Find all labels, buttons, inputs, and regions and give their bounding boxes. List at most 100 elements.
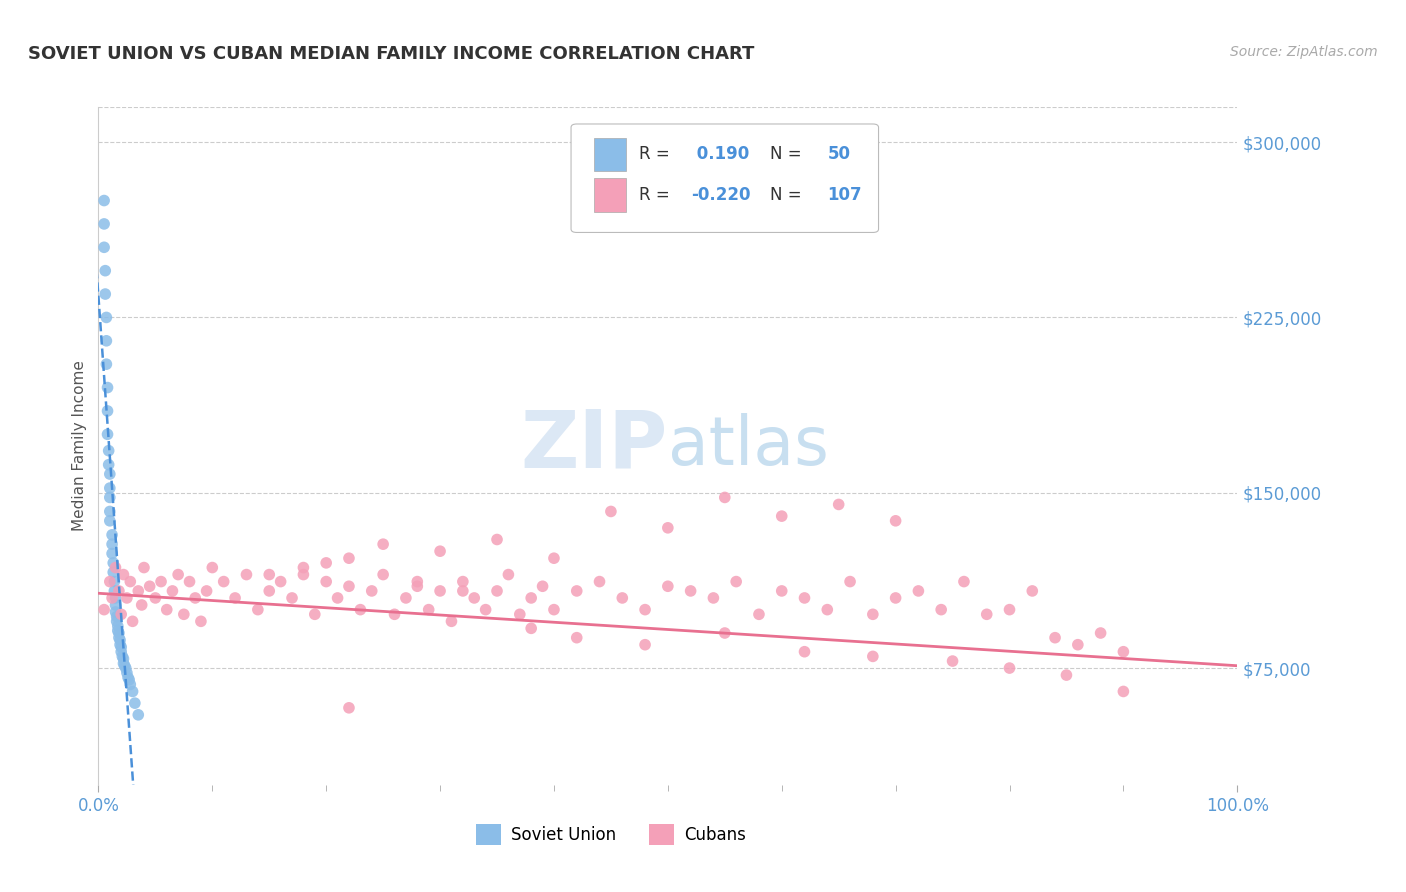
Point [1043, 631, 1066, 645]
Point [98, 504, 121, 518]
Point [429, 544, 451, 558]
Point [212, 574, 235, 589]
Point [173, 607, 195, 622]
Point [124, 696, 146, 710]
Point [714, 626, 737, 640]
Point [565, 631, 588, 645]
Text: 50: 50 [827, 145, 851, 163]
Point [815, 602, 838, 616]
Point [600, 504, 623, 518]
Point [543, 551, 565, 566]
Point [1112, 645, 1135, 659]
Point [1021, 583, 1043, 598]
Point [953, 574, 976, 589]
Point [371, 537, 394, 551]
Point [96, 334, 118, 348]
Point [929, 602, 952, 616]
Point [118, 673, 141, 687]
Point [828, 498, 851, 512]
Point [315, 556, 337, 570]
Point [108, 626, 131, 640]
Text: 0.190: 0.190 [690, 145, 749, 163]
Point [112, 657, 135, 671]
Point [1090, 626, 1112, 640]
Point [104, 598, 127, 612]
Point [224, 591, 246, 605]
Point [96, 310, 118, 325]
Point [121, 615, 143, 629]
Point [509, 607, 531, 622]
Point [634, 602, 657, 616]
Text: N =: N = [770, 186, 801, 204]
Point [1054, 668, 1078, 682]
Point [121, 684, 143, 698]
Point [103, 574, 125, 589]
Point [112, 567, 135, 582]
Point [120, 574, 142, 589]
Point [862, 649, 884, 664]
Point [101, 537, 124, 551]
Point [657, 579, 679, 593]
Point [520, 621, 543, 635]
Text: 107: 107 [827, 186, 862, 204]
Point [406, 579, 429, 593]
Point [793, 645, 815, 659]
Point [93, 240, 115, 254]
Point [98, 491, 121, 505]
Point [105, 609, 128, 624]
Point [103, 566, 125, 580]
Point [110, 645, 132, 659]
Point [384, 607, 406, 622]
Point [714, 491, 737, 505]
Point [246, 602, 269, 616]
Point [702, 591, 724, 605]
Point [114, 658, 136, 673]
Point [127, 583, 149, 598]
Y-axis label: Median Family Income: Median Family Income [72, 360, 87, 532]
Point [108, 631, 131, 645]
Point [98, 574, 121, 589]
Point [107, 624, 129, 638]
Point [463, 591, 485, 605]
Point [588, 574, 610, 589]
Point [634, 638, 657, 652]
Point [111, 649, 134, 664]
Point [108, 633, 131, 648]
Point [406, 574, 429, 589]
Point [235, 567, 257, 582]
Point [115, 591, 138, 605]
Point [131, 598, 153, 612]
Point [451, 574, 474, 589]
Point [337, 551, 360, 566]
Point [304, 607, 326, 622]
Point [97, 443, 120, 458]
Point [998, 661, 1021, 675]
Point [138, 579, 160, 593]
Point [190, 615, 212, 629]
Point [474, 602, 496, 616]
Text: R =: R = [640, 186, 671, 204]
Point [120, 677, 142, 691]
FancyBboxPatch shape [593, 178, 626, 212]
Point [440, 615, 463, 629]
Point [884, 591, 907, 605]
Point [104, 605, 127, 619]
Point [98, 481, 121, 495]
Point [520, 591, 543, 605]
Text: N =: N = [770, 145, 801, 163]
Point [565, 583, 588, 598]
Point [337, 579, 360, 593]
Point [145, 591, 167, 605]
Point [395, 591, 418, 605]
Point [748, 607, 770, 622]
Point [292, 567, 315, 582]
Point [108, 583, 131, 598]
FancyBboxPatch shape [593, 137, 626, 171]
Point [349, 602, 371, 616]
Point [259, 583, 281, 598]
Point [531, 579, 554, 593]
Point [498, 567, 520, 582]
Point [117, 670, 139, 684]
Point [101, 528, 124, 542]
Point [839, 574, 862, 589]
